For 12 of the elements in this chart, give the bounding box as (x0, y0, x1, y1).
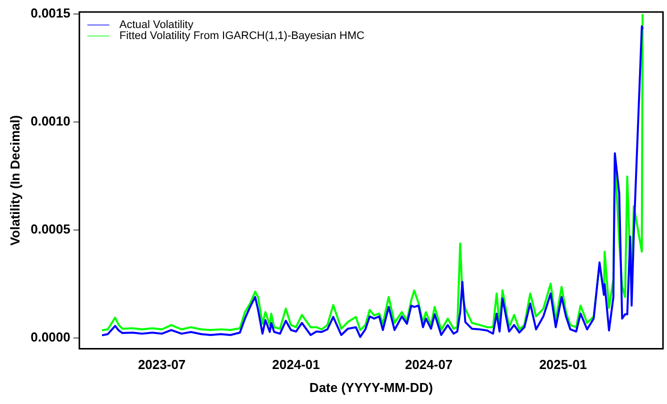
y-tick-label: 0.0005 (30, 222, 70, 237)
y-tick-label: 0.0000 (30, 330, 70, 345)
x-tick-label: 2023-07 (138, 357, 186, 372)
legend-label: Actual Volatility (119, 19, 194, 32)
x-tick-label: 2024-01 (272, 357, 320, 372)
y-tick-label: 0.0010 (30, 114, 70, 129)
x-axis-title: Date (YYYY-MM-DD) (309, 380, 433, 395)
legend-label: Fitted Volatility From IGARCH(1,1)-Bayesian HMC (119, 30, 365, 42)
y-tick-label: 0.0015 (30, 6, 70, 21)
x-tick-label: 2025-01 (539, 357, 587, 372)
x-tick-label: 2024-07 (404, 357, 453, 372)
y-axis-title: Volatility (In Decimal) (7, 115, 22, 246)
